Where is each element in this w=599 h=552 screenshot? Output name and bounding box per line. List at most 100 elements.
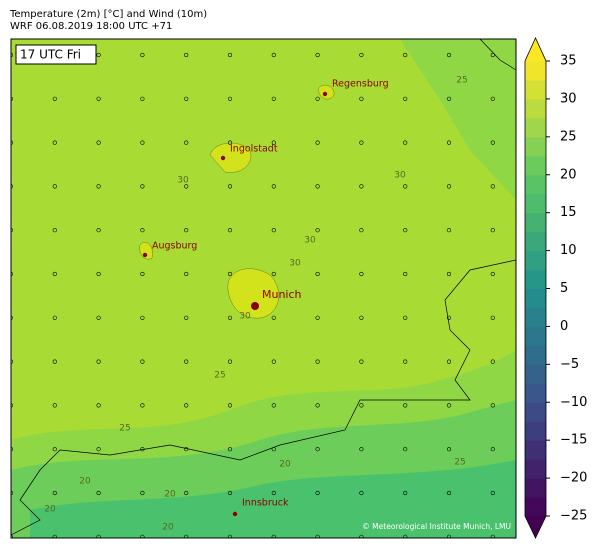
wind-station xyxy=(403,490,408,496)
wind-station xyxy=(490,271,495,277)
wind-station xyxy=(446,534,452,538)
wind-station xyxy=(446,271,452,277)
wind-station xyxy=(184,228,189,233)
city-label: Ingolstadt xyxy=(230,144,278,155)
contour-label: 30 xyxy=(304,236,316,246)
wind-station xyxy=(227,315,233,320)
colorbar-tick-label: 30 xyxy=(560,91,577,106)
colorbar-band xyxy=(525,459,546,479)
wind-station xyxy=(271,271,276,277)
wind-station xyxy=(11,52,14,58)
wind-station xyxy=(52,228,57,233)
wind-station xyxy=(11,228,14,233)
wind-station xyxy=(96,490,101,496)
colorbar-tick-label: −5 xyxy=(560,357,579,372)
time-box xyxy=(15,44,97,65)
wind-station xyxy=(96,184,101,189)
colorbar-tick-label: 5 xyxy=(560,281,568,296)
wind-station xyxy=(315,271,320,277)
wind-station xyxy=(490,447,495,452)
wind-station xyxy=(446,96,452,101)
city-label: Innsbruck xyxy=(242,498,289,509)
wind-station xyxy=(446,140,452,145)
wind-station xyxy=(446,447,452,452)
wind-station xyxy=(446,359,452,364)
wind-station xyxy=(96,403,101,408)
wind-station xyxy=(315,228,320,233)
wind-station xyxy=(490,490,495,496)
wind-station xyxy=(271,534,276,538)
wind-station xyxy=(271,447,276,452)
wind-station xyxy=(403,359,408,364)
colorbar-tick-label: 25 xyxy=(560,129,577,144)
wind-station xyxy=(140,228,145,233)
colorbar-band xyxy=(525,288,546,308)
contour-label: 25 xyxy=(456,76,467,86)
wind-station xyxy=(52,403,57,408)
colorbar-band xyxy=(525,61,546,81)
wind-station xyxy=(403,96,408,101)
wind-station xyxy=(227,52,233,58)
wind-station xyxy=(140,52,145,58)
wind-station xyxy=(359,228,364,233)
colorbar-band xyxy=(525,269,546,289)
wind-station xyxy=(52,447,57,452)
wind-station xyxy=(11,315,14,320)
wind-station xyxy=(52,534,57,538)
wind-station xyxy=(315,52,320,58)
colorbar-tick-label: −20 xyxy=(560,471,587,486)
colorbar-band xyxy=(525,497,546,517)
wind-station xyxy=(490,96,495,101)
wind-station xyxy=(96,228,101,233)
wind-station xyxy=(96,271,101,277)
wind-station xyxy=(11,447,14,452)
wind-station xyxy=(227,140,233,145)
wind-station xyxy=(315,359,320,364)
wind-station xyxy=(315,184,320,189)
colorbar-band xyxy=(525,440,546,460)
colorbar-tick-label: 10 xyxy=(560,243,577,258)
city-label: Regensburg xyxy=(332,79,389,90)
wind-station xyxy=(140,490,145,496)
wind-station xyxy=(184,490,189,496)
warm-area xyxy=(209,142,252,173)
contour-label: 20 xyxy=(79,477,91,487)
wind-station xyxy=(52,490,57,496)
wind-station xyxy=(96,359,101,364)
wind-station xyxy=(490,534,495,538)
wind-station xyxy=(52,315,57,320)
wind-station xyxy=(359,359,364,364)
city-marker xyxy=(251,302,259,310)
border xyxy=(479,39,516,71)
wind-station xyxy=(490,315,495,320)
city-marker xyxy=(232,511,238,517)
title: Temperature (2m) [°C] and Wind (10m) xyxy=(9,9,207,20)
wind-station xyxy=(96,534,101,538)
wind-station xyxy=(11,140,14,145)
wind-station xyxy=(359,271,364,277)
colorbar-band xyxy=(525,345,546,365)
wind-station xyxy=(184,140,189,145)
wind-station xyxy=(52,184,57,189)
wind-station xyxy=(359,184,364,189)
colorbar-tick-label: 0 xyxy=(560,319,568,334)
wind-station xyxy=(227,184,233,189)
colorbar-tick-label: 35 xyxy=(560,54,577,69)
wind-station xyxy=(403,403,408,408)
colorbar-band xyxy=(525,250,546,271)
field xyxy=(400,39,516,200)
wind-station xyxy=(315,490,320,496)
wind-station xyxy=(11,271,14,277)
wind-station xyxy=(11,534,14,538)
wind-station xyxy=(11,490,14,496)
wind-station xyxy=(315,403,320,408)
city-label: Augsburg xyxy=(152,241,197,252)
colorbar-tick-label: 20 xyxy=(560,167,577,182)
wind-station xyxy=(227,96,233,101)
wind-station xyxy=(140,140,145,145)
wind-station xyxy=(140,534,145,538)
contour-label: 20 xyxy=(44,505,56,515)
wind-station xyxy=(446,315,452,320)
contour-label: 30 xyxy=(239,312,251,322)
